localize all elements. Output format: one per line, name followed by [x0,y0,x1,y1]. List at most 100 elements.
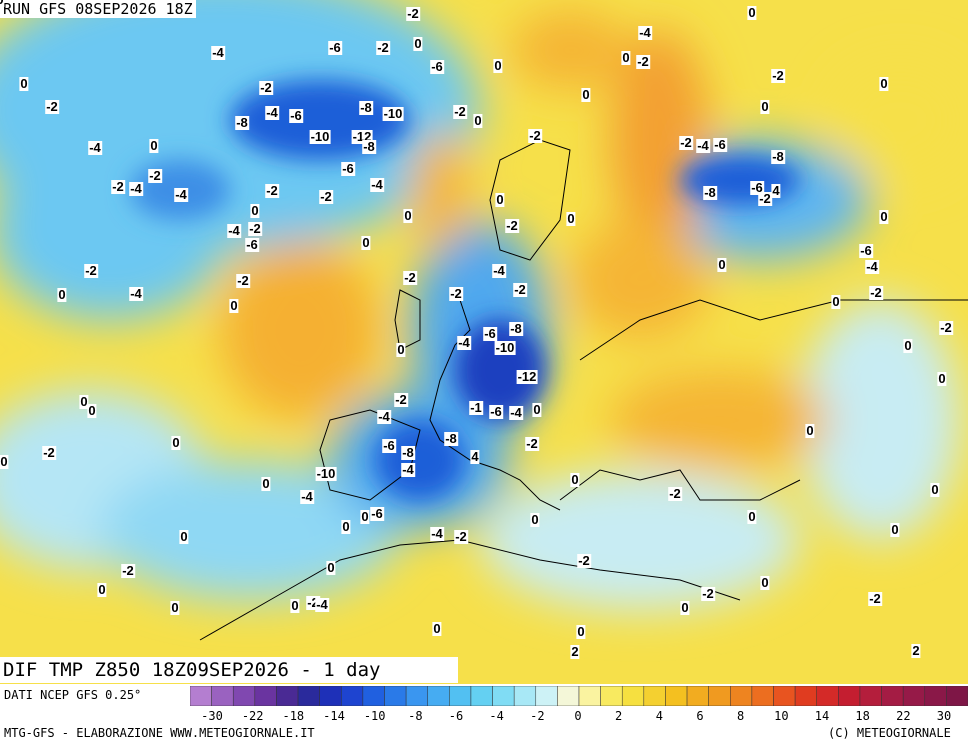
colorbar-label: -22 [241,709,264,723]
contour-label: -2 [406,6,420,21]
copyright: (C) METEOGIORNALE [828,726,951,740]
contour-label: 0 [79,394,89,409]
colorbar-swatch [751,686,774,706]
colorbar-label: 2 [615,709,623,723]
contour-label: 0 [493,58,503,73]
contour-label: -6 [750,180,764,195]
contour-label: -2 [636,54,650,69]
contour-label: -6 [489,404,503,419]
colorbar-swatch [449,686,472,706]
contour-label: -2 [236,273,250,288]
contour-label: -4 [370,177,384,192]
contour-label: -2 [111,179,125,194]
contour-label: 0 [403,208,413,223]
colorbar-swatch [730,686,753,706]
contour-label: -2 [403,270,417,285]
contour-label: -2 [84,263,98,278]
contour-label: -2 [453,104,467,119]
contour-label: -2 [248,221,262,236]
contour-label: 2 [570,644,580,659]
contour-label: 0 [717,257,727,272]
contour-label: 0 [170,600,180,615]
contour-label: -6 [430,59,444,74]
contour-label: -4 [430,526,444,541]
colorbar-swatch [621,686,645,706]
contour-label: -2 [939,320,953,335]
colorbar-swatch [578,686,601,706]
contour-label: -6 [370,506,384,521]
contour-label: 0 [831,294,841,309]
colorbar-swatch [535,686,558,706]
contour-label: 0 [621,50,631,65]
contour-label: 0 [0,0,5,7]
contour-label: 0 [361,235,371,250]
product-title: DIF TMP Z850 18Z09SEP2026 - 1 day [0,657,458,683]
contour-label: -4 [509,405,523,420]
colorbar-swatch [384,686,407,706]
contour-label: -6 [289,108,303,123]
contour-label: 0 [413,36,423,51]
contour-label: -4 [129,181,143,196]
contour-label: -2 [45,99,59,114]
contour-label: 0 [570,472,580,487]
contour-label: 0 [805,423,815,438]
contour-label: -2 [758,191,772,206]
colorbar-swatch [902,686,926,706]
contour-label: -8 [401,445,415,460]
colorbar-swatch [319,686,342,706]
contour-label: -6 [245,237,259,252]
contour-label: 0 [747,509,757,524]
contour-label: 0 [57,287,67,302]
contour-label: 2 [911,643,921,658]
contour-label: 0 [179,529,189,544]
contour-label: 0 [890,522,900,537]
contour-label: -8 [703,185,717,200]
contour-label: 0 [530,512,540,527]
colorbar-label: -2 [530,709,545,723]
colorbar-label: 22 [896,709,911,723]
colorbar-label: -6 [448,709,464,723]
contour-label: 0 [760,575,770,590]
colorbar-swatch [254,686,277,706]
contour-label: -8 [771,149,785,164]
colorbar-swatch [665,686,688,706]
contour-label: -1 [469,400,483,415]
contour-label: -4 [88,140,102,155]
contour-label: -6 [713,137,727,152]
colorbar-swatch [816,686,839,706]
contour-label: 0 [760,99,770,114]
contour-label: -2 [42,445,56,460]
colorbar-swatch [492,686,515,706]
contour-label: 4 [771,183,781,198]
contour-label: 0 [341,519,351,534]
contour-label: -4 [638,25,652,40]
contour-label: 4 [470,449,480,464]
run-title: RUN GFS 08SEP2026 18Z [0,0,196,18]
colorbar-label: -14 [323,709,345,723]
colorbar-swatch [513,686,537,706]
map [0,0,968,684]
contour-label: -2 [505,218,519,233]
colorbar-label: -8 [408,709,423,723]
contour-label: -8 [235,115,249,130]
contour-label: -4 [174,187,188,202]
contour-label: -4 [492,263,506,278]
credit: MTG-GFS - ELABORAZIONE WWW.METEOGIORNALE… [4,726,315,740]
contour-label: 0 [229,298,239,313]
colorbar-swatch [362,686,385,706]
colorbar-swatch [276,686,299,706]
contour-label: 0 [879,209,889,224]
contour-label: 0 [581,87,591,102]
contour-label: 0 [747,5,757,20]
contour-label: -4 [401,462,415,477]
contour-label: -4 [211,45,225,60]
colorbar-swatch [211,686,234,706]
colorbar-swatch [838,686,861,706]
contour-label: -6 [859,243,873,258]
contour-label: -8 [359,100,373,115]
colorbar-label: -10 [363,709,386,723]
contour-label: -2 [454,529,468,544]
contour-label: -2 [449,286,463,301]
contour-label: 0 [473,113,483,128]
